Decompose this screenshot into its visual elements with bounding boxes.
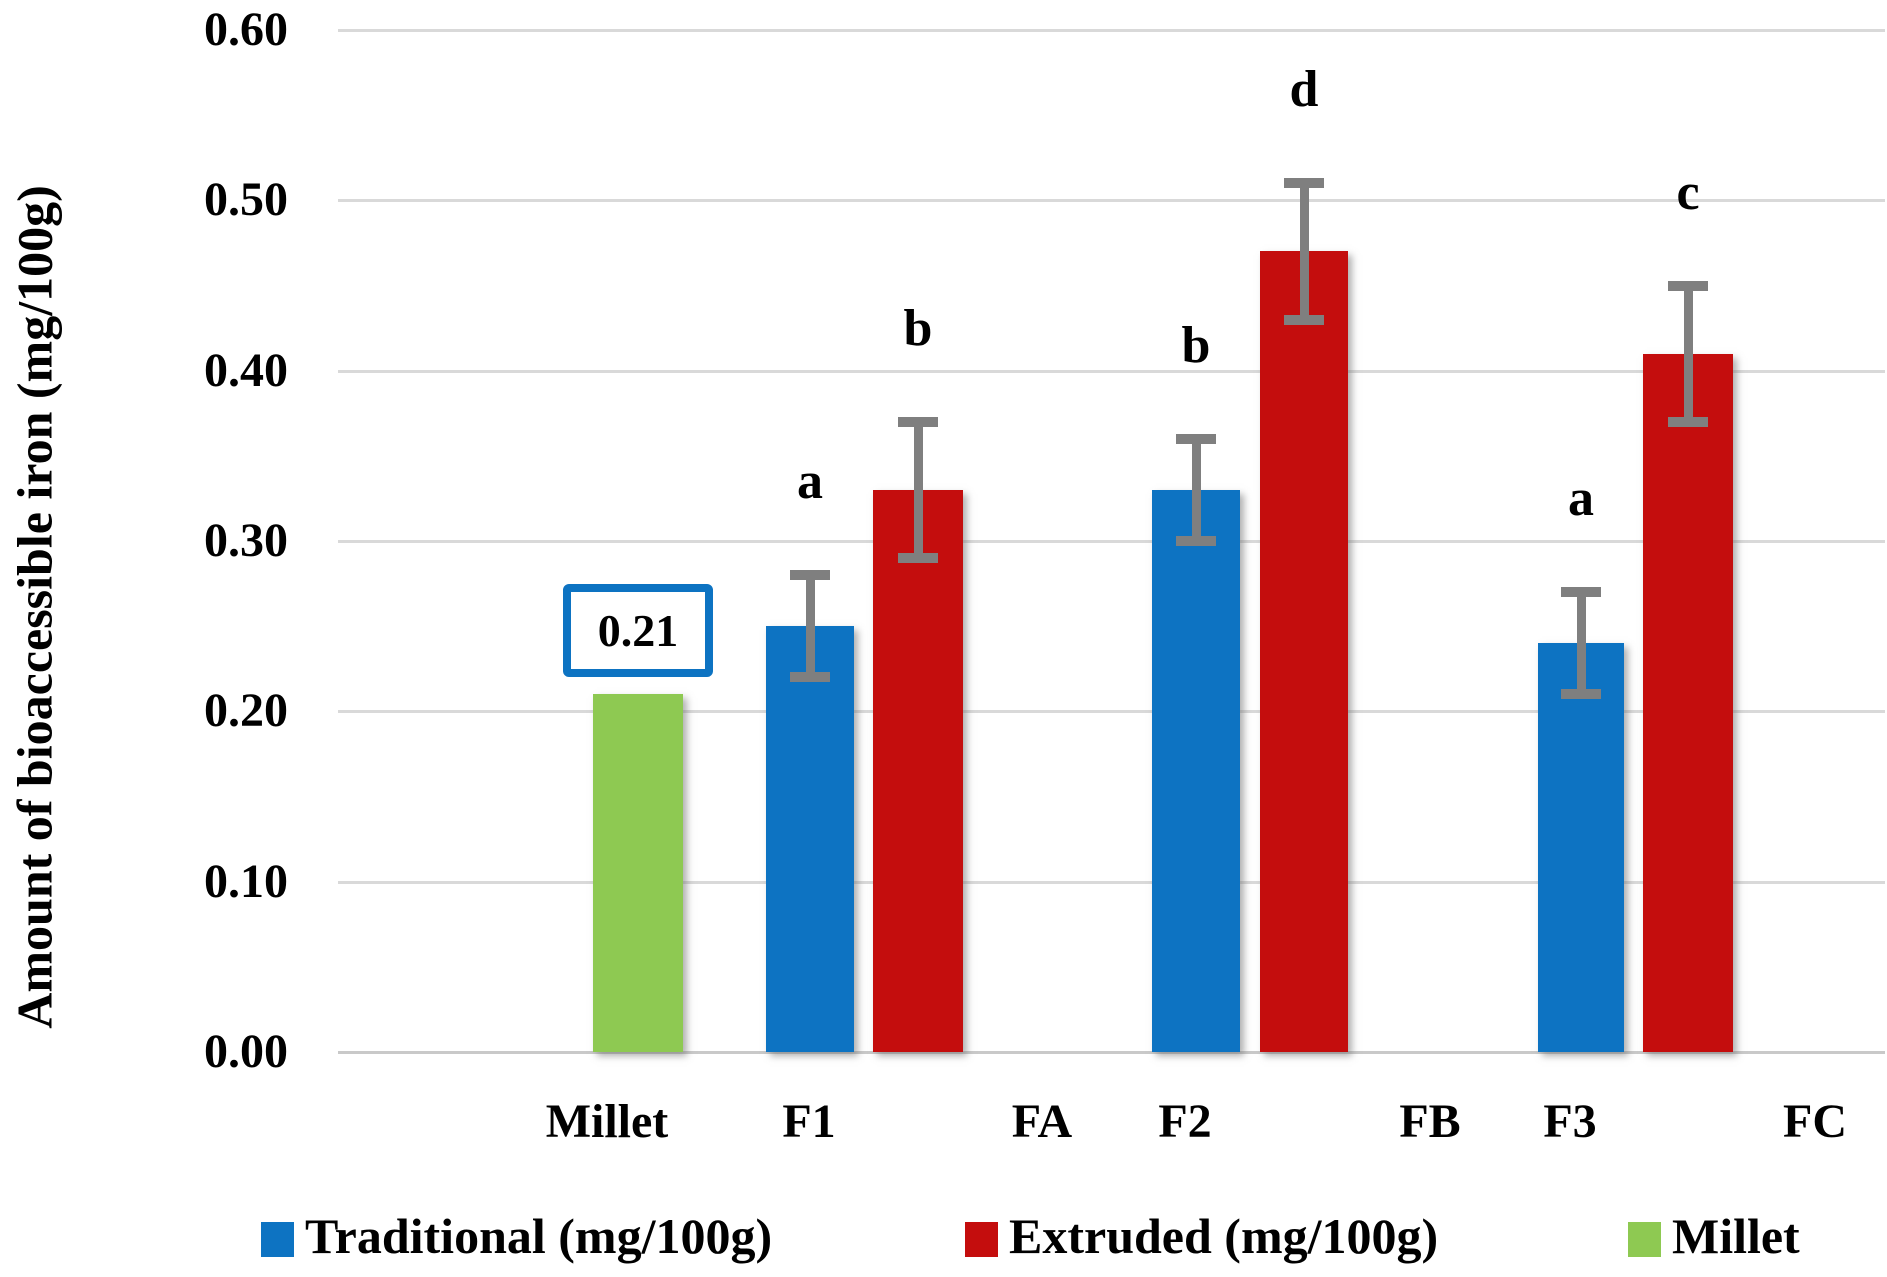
gridline: [338, 880, 1885, 884]
x-tick-label: FB: [1399, 1095, 1461, 1148]
legend-swatch-millet: [1628, 1222, 1661, 1257]
error-bar: [1576, 592, 1586, 695]
error-bar-cap: [1176, 433, 1216, 444]
error-bar-cap: [790, 570, 830, 581]
x-tick-label: FA: [1011, 1095, 1073, 1148]
bar-f1-extruded: [873, 489, 963, 1052]
y-tick-label: 0.50: [204, 173, 288, 227]
error-bar-cap: [898, 553, 938, 564]
x-tick-label: Millet: [545, 1095, 669, 1148]
legend-label: Millet: [1672, 1208, 1800, 1264]
y-tick-label: 0.20: [204, 684, 288, 738]
x-tick-label: FC: [1783, 1095, 1847, 1148]
error-bar-cap: [1284, 178, 1324, 189]
x-tick-label: F1: [782, 1095, 836, 1148]
error-bar: [1683, 285, 1693, 422]
legend-swatch-extruded: [965, 1222, 998, 1257]
error-bar-cap: [1284, 314, 1324, 325]
significance-letter: d: [1289, 61, 1319, 119]
bar-f3-extruded: [1643, 353, 1733, 1052]
error-bar-cap: [1561, 587, 1601, 598]
error-bar: [1299, 183, 1309, 320]
gridline: [338, 710, 1885, 714]
x-tick-label: F2: [1158, 1095, 1212, 1148]
y-tick-label: 0.30: [204, 514, 288, 567]
error-bar: [913, 421, 923, 559]
y-tick-label: 0.40: [204, 343, 288, 397]
bar-f2-traditional: [1152, 489, 1240, 1052]
bar-millet-millet: [593, 694, 683, 1052]
gridline: [338, 369, 1885, 373]
x-tick-label: F3: [1543, 1095, 1597, 1148]
significance-letter: c: [1676, 163, 1700, 221]
gridline: [338, 199, 1885, 203]
significance-letter: b: [903, 299, 933, 357]
bar-f2-extruded: [1260, 251, 1348, 1052]
bar-f1-traditional: [766, 626, 854, 1052]
error-bar-cap: [1176, 536, 1216, 546]
error-bar: [805, 575, 815, 678]
bar-f3-traditional: [1538, 643, 1624, 1052]
legend-label: Extruded (mg/100g): [1009, 1208, 1439, 1264]
significance-letter: a: [797, 453, 823, 511]
error-bar-cap: [898, 416, 938, 427]
error-bar-cap: [790, 672, 830, 683]
error-bar-cap: [1668, 416, 1708, 427]
value-callout: 0.21: [563, 584, 713, 678]
gridline: [338, 29, 1885, 32]
y-tick-label: 0.00: [204, 1025, 288, 1078]
legend-label: Traditional (mg/100g): [305, 1208, 773, 1264]
error-bar: [1191, 438, 1201, 541]
gridline: [338, 1051, 1885, 1054]
legend-swatch-traditional: [261, 1222, 294, 1257]
error-bar-cap: [1561, 689, 1601, 700]
gridline: [338, 540, 1885, 543]
significance-letter: a: [1568, 470, 1594, 528]
y-tick-label: 0.10: [204, 854, 288, 908]
error-bar-cap: [1668, 280, 1708, 291]
y-tick-label: 0.60: [204, 3, 288, 56]
significance-letter: b: [1181, 316, 1211, 374]
